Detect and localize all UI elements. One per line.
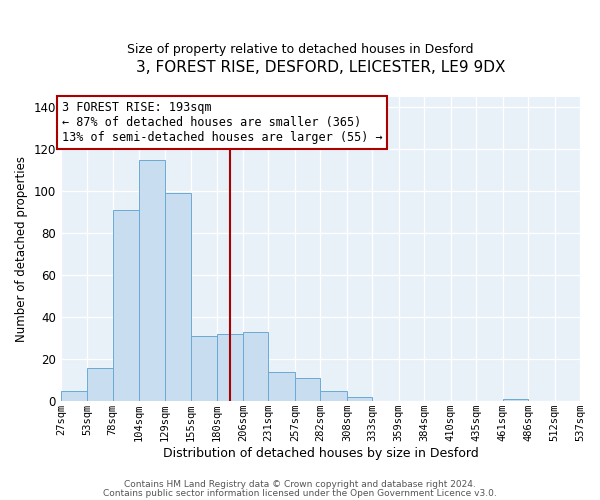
Bar: [320, 390, 347, 401]
Bar: [347, 397, 373, 401]
Bar: [139, 160, 164, 401]
Bar: [243, 332, 268, 401]
Bar: [295, 378, 320, 401]
Bar: [191, 336, 217, 401]
Bar: [61, 390, 87, 401]
Bar: [164, 194, 191, 401]
Title: 3, FOREST RISE, DESFORD, LEICESTER, LE9 9DX: 3, FOREST RISE, DESFORD, LEICESTER, LE9 …: [136, 60, 505, 75]
Text: Size of property relative to detached houses in Desford: Size of property relative to detached ho…: [127, 42, 473, 56]
Bar: [580, 399, 600, 401]
Bar: [217, 334, 243, 401]
Bar: [268, 372, 295, 401]
Text: Contains HM Land Registry data © Crown copyright and database right 2024.: Contains HM Land Registry data © Crown c…: [124, 480, 476, 489]
Text: 3 FOREST RISE: 193sqm
← 87% of detached houses are smaller (365)
13% of semi-det: 3 FOREST RISE: 193sqm ← 87% of detached …: [62, 101, 382, 144]
Bar: [113, 210, 139, 401]
X-axis label: Distribution of detached houses by size in Desford: Distribution of detached houses by size …: [163, 447, 478, 460]
Bar: [87, 368, 113, 401]
Text: Contains public sector information licensed under the Open Government Licence v3: Contains public sector information licen…: [103, 488, 497, 498]
Bar: [503, 399, 528, 401]
Y-axis label: Number of detached properties: Number of detached properties: [15, 156, 28, 342]
